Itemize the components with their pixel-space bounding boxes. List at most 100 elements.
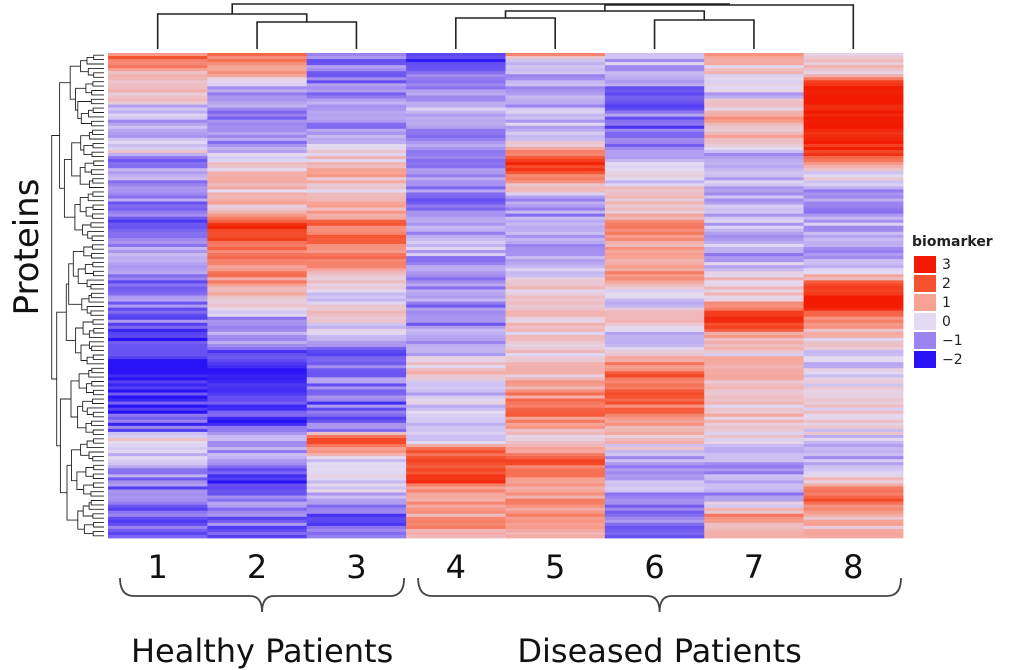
heatmap-cell	[207, 150, 308, 154]
heatmap-cell	[306, 462, 407, 466]
heatmap-cell	[505, 510, 606, 515]
heatmap-cell	[803, 383, 904, 387]
heatmap-cell	[803, 292, 904, 296]
heatmap-cell	[604, 104, 705, 108]
heatmap-cell	[108, 459, 208, 463]
heatmap-cell	[108, 504, 208, 509]
heatmap-cell	[604, 65, 705, 69]
heatmap-cell	[604, 240, 705, 245]
heatmap-cell	[207, 534, 308, 539]
heatmap-cell	[604, 262, 705, 266]
heatmap-cell	[505, 359, 606, 363]
heatmap-cell	[306, 353, 407, 357]
heatmap-cell	[803, 228, 904, 233]
heatmap-cell	[406, 122, 506, 127]
heatmap-cell	[306, 471, 407, 475]
heatmap-cell	[406, 256, 506, 260]
heatmap-cell	[803, 474, 904, 478]
heatmap-cell	[108, 122, 208, 127]
heatmap-cell	[108, 95, 208, 99]
heatmap-cell	[604, 59, 705, 63]
heatmap-cell	[604, 498, 705, 503]
heatmap-cell	[406, 183, 506, 187]
heatmap-cell	[108, 92, 208, 96]
heatmap-cell	[704, 83, 805, 87]
heatmap-cell	[306, 401, 407, 406]
heatmap-cell	[306, 404, 407, 409]
heatmap-cell	[704, 310, 805, 315]
heatmap-cell	[306, 86, 407, 90]
heatmap-cell	[704, 425, 805, 430]
heatmap-cell	[306, 483, 407, 487]
heatmap-cell	[108, 107, 208, 111]
heatmap-cell	[306, 328, 407, 333]
heatmap-cell	[803, 310, 904, 315]
heatmap-cell	[306, 325, 407, 330]
heatmap-cell	[108, 204, 208, 208]
heatmap-cell	[505, 204, 606, 208]
heatmap-cell	[108, 450, 208, 454]
legend-label: 3	[942, 257, 951, 273]
heatmap-cell	[505, 177, 606, 181]
heatmap-cell	[604, 143, 705, 148]
heatmap-cell	[406, 474, 506, 478]
dendrogram-branch	[156, 13, 308, 49]
heatmap-cell	[207, 386, 308, 390]
heatmap-cell	[207, 153, 308, 157]
heatmap-cell	[505, 131, 606, 136]
heatmap-cell	[505, 534, 606, 539]
heatmap-cell	[108, 304, 208, 309]
heatmap-cell	[406, 195, 506, 199]
heatmap-cell	[406, 268, 506, 272]
heatmap-cell	[108, 125, 208, 130]
heatmap-cell	[505, 380, 606, 384]
heatmap-cell	[207, 210, 308, 215]
heatmap-cell	[803, 528, 904, 533]
heatmap-cell	[108, 328, 208, 333]
heatmap-cell	[406, 413, 506, 418]
heatmap-cell	[108, 189, 208, 193]
heatmap-cell	[604, 119, 705, 124]
heatmap-cell	[604, 165, 705, 169]
heatmap-cell	[406, 198, 506, 202]
heatmap-cell	[704, 516, 805, 521]
heatmap-cell	[406, 283, 506, 287]
heatmap-cell	[207, 525, 308, 530]
dendrogram-branch	[92, 213, 104, 219]
heatmap-cell	[803, 271, 904, 275]
heatmap-cell	[306, 371, 407, 375]
heatmap-cell	[406, 240, 506, 245]
heatmap-cell	[306, 459, 407, 463]
heatmap-cell	[704, 410, 805, 415]
heatmap-cell	[704, 92, 805, 96]
heatmap-cell	[704, 134, 805, 139]
heatmap-cell	[306, 192, 407, 196]
heatmap-cell	[704, 168, 805, 172]
heatmap-cell	[108, 301, 208, 305]
heatmap-cell	[604, 128, 705, 133]
heatmap-cell	[207, 174, 308, 178]
heatmap-cell	[108, 253, 208, 257]
heatmap-cell	[406, 362, 506, 366]
heatmap-cell	[604, 356, 705, 360]
heatmap-cell	[704, 362, 805, 366]
heatmap-cell	[704, 250, 805, 254]
heatmap-cell	[108, 265, 208, 269]
heatmap-cell	[406, 471, 506, 475]
heatmap-cell	[704, 522, 805, 527]
heatmap-cell	[406, 447, 506, 451]
heatmap-cell	[108, 98, 208, 102]
heatmap-cell	[108, 80, 208, 84]
dendrogram-branch	[81, 298, 89, 311]
heatmap-cell	[704, 56, 805, 60]
heatmap-cell	[505, 371, 606, 375]
heatmap-cell	[604, 134, 705, 139]
heatmap-cell	[108, 374, 208, 378]
heatmap-cell	[505, 310, 606, 315]
heatmap-cell	[604, 328, 705, 333]
heatmap-cell	[803, 389, 904, 393]
dendrogram-branch	[56, 311, 67, 447]
heatmap-cell	[505, 277, 606, 281]
heatmap-cell	[505, 225, 606, 230]
